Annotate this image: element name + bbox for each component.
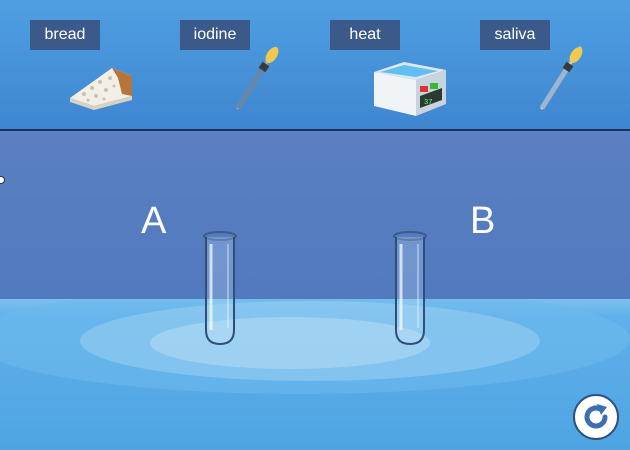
- lab-area: [0, 131, 630, 450]
- svg-text:37: 37: [424, 99, 432, 107]
- tool-label-iodine: iodine: [180, 20, 250, 50]
- reset-icon: [584, 404, 608, 429]
- test-tube-a[interactable]: [200, 230, 240, 348]
- tool-heat[interactable]: heat 37: [330, 20, 446, 120]
- tool-saliva[interactable]: saliva: [480, 20, 583, 120]
- water-bath-icon[interactable]: 37: [370, 56, 450, 118]
- bread-icon[interactable]: [66, 64, 136, 110]
- tool-label-saliva: saliva: [480, 20, 550, 50]
- test-tube-b[interactable]: [390, 230, 430, 348]
- dropper-icon[interactable]: [232, 42, 284, 114]
- toolbar-divider: [0, 129, 630, 131]
- tool-label-heat: heat: [330, 20, 400, 50]
- tool-bread[interactable]: bread: [30, 20, 132, 120]
- tube-label-b: B: [470, 200, 496, 242]
- tool-iodine[interactable]: iodine: [180, 20, 280, 120]
- lab-table: [0, 299, 630, 450]
- toolbar: bread iodine heat: [0, 0, 630, 129]
- tool-label-bread: bread: [30, 20, 100, 50]
- dropper-icon[interactable]: [536, 42, 588, 114]
- tube-label-a: A: [141, 200, 167, 242]
- cursor-dot: [0, 176, 5, 184]
- reset-button[interactable]: [572, 393, 620, 441]
